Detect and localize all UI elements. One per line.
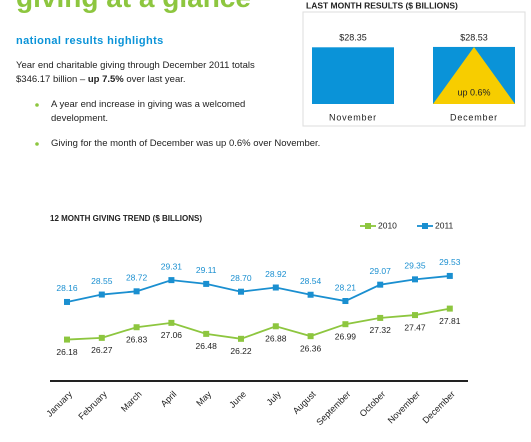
legend-label: 2010 [378, 220, 397, 230]
panel-border [302, 11, 526, 127]
point [168, 277, 175, 284]
page-title: giving at a glance [16, 0, 251, 12]
value-label: $28.53 [460, 32, 488, 42]
data-label: 29.11 [196, 265, 217, 275]
x-tick-label: April [159, 389, 179, 409]
data-label: 28.92 [265, 269, 287, 279]
point [238, 288, 244, 295]
annotation: up 0.6% [457, 87, 490, 97]
chart-title: 12 MONTH GIVING TREND ($ BILLIONS) [50, 214, 202, 223]
annotation-shape [433, 46, 515, 104]
point [168, 319, 175, 326]
data-label: 26.99 [335, 331, 357, 341]
point [377, 314, 384, 321]
point [203, 330, 210, 337]
series-line [66, 307, 450, 341]
data-label: 27.32 [370, 325, 392, 335]
point [133, 288, 140, 295]
bullet-dot [35, 142, 39, 146]
data-label: 27.06 [161, 330, 183, 340]
bullet: Giving for the month of December was up … [51, 138, 321, 149]
data-label: 29.31 [161, 261, 183, 271]
data-label: 26.88 [265, 334, 287, 344]
x-tick-label: March [119, 389, 144, 414]
bullet: A year end increase in giving was a welc… [51, 99, 246, 124]
data-label: 29.53 [439, 257, 461, 267]
point [412, 276, 418, 283]
category-label: November [329, 112, 377, 122]
data-label: 26.22 [230, 346, 252, 356]
x-tick-label: June [227, 389, 248, 410]
x-tick-label: August [291, 389, 318, 416]
paragraph: Year end charitable giving through Decem… [16, 59, 256, 87]
category-label: December [450, 112, 498, 122]
point [307, 333, 314, 340]
point [377, 281, 384, 288]
point [98, 334, 105, 341]
point [342, 321, 349, 328]
legend-label: 2011 [435, 220, 454, 230]
data-label: 26.48 [196, 341, 218, 351]
bar [312, 47, 394, 104]
x-tick-label: September [314, 389, 352, 427]
text: Year end charitable giving through Decem… [16, 60, 255, 85]
x-tick-label: January [44, 389, 74, 419]
x-tick-label: May [194, 389, 213, 408]
section-heading: national results highlights [16, 35, 164, 47]
x-tick-label: October [358, 389, 388, 419]
point [272, 284, 279, 291]
x-tick-label: December [420, 389, 456, 425]
point [412, 312, 418, 319]
point [307, 291, 314, 298]
data-label: 28.70 [230, 273, 252, 283]
series-line [66, 275, 450, 303]
point [98, 291, 105, 298]
point [272, 323, 279, 330]
data-label: 26.27 [91, 345, 113, 355]
data-label: 26.83 [126, 334, 148, 344]
data-label: 27.81 [439, 316, 461, 326]
bullet-dot [35, 103, 39, 107]
point [133, 324, 140, 331]
point [446, 272, 453, 279]
point [238, 335, 244, 342]
legend-marker [365, 223, 371, 229]
data-label: 28.55 [91, 276, 113, 286]
chart-title: LAST MONTH RESULTS ($ BILLIONS) [306, 0, 458, 10]
point [64, 336, 70, 343]
data-label: 28.72 [126, 273, 148, 283]
x-tick-label: November [386, 389, 422, 425]
data-label: 28.16 [56, 283, 78, 293]
data-label: 27.47 [404, 322, 426, 332]
data-label: 29.07 [370, 266, 392, 276]
x-tick-label: July [264, 389, 283, 408]
x-tick-label: February [76, 389, 109, 422]
text: over last year. [123, 74, 186, 85]
point [446, 305, 453, 312]
point [342, 298, 349, 305]
value-label: $28.35 [339, 33, 367, 43]
emphasis: up 7.5% [87, 74, 124, 85]
legend-marker [422, 223, 428, 229]
data-label: 28.21 [335, 282, 357, 292]
data-label: 29.35 [404, 261, 426, 271]
data-label: 26.18 [56, 347, 78, 357]
data-label: 28.54 [300, 276, 322, 286]
point [203, 280, 210, 287]
point [64, 298, 70, 305]
data-label: 26.36 [300, 343, 322, 353]
